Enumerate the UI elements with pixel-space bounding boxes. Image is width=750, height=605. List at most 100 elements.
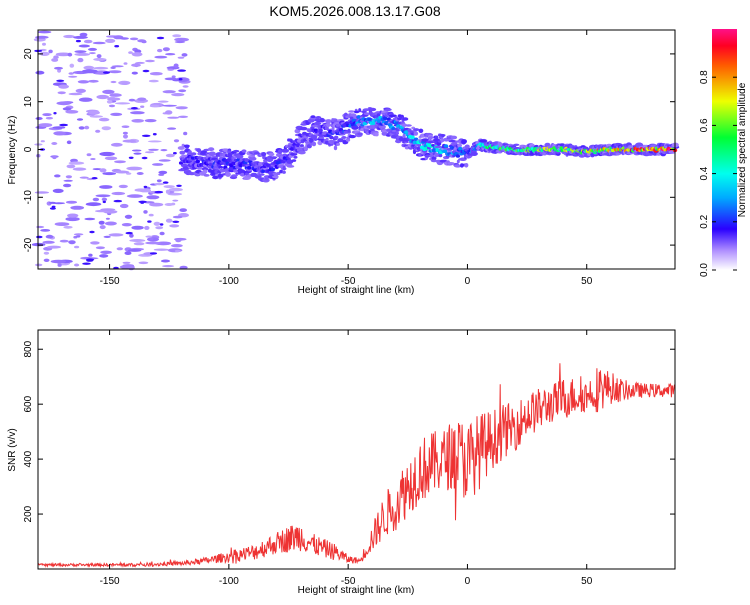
spectrogram-cell xyxy=(131,119,144,123)
spectrogram-cell xyxy=(148,213,154,217)
spectrogram-cell xyxy=(442,149,447,153)
spectrogram-cell xyxy=(171,202,176,206)
spectrogram-cell xyxy=(162,90,176,94)
spectrogram-cell xyxy=(286,165,295,168)
spectrogram-cell xyxy=(76,118,84,121)
spectrogram-cell xyxy=(438,154,443,158)
spectrogram-cell xyxy=(76,235,81,238)
spectrogram-cell xyxy=(347,128,351,133)
spectrogram-cell xyxy=(149,236,154,241)
spectrogram-cell xyxy=(131,149,142,152)
spectrogram-cell xyxy=(95,129,101,133)
spectrogram-cell xyxy=(342,140,349,145)
spectrogram-cell xyxy=(43,258,50,262)
spectrogram-cell xyxy=(110,80,117,84)
spectrogram-cell xyxy=(281,148,290,153)
spectrogram-cell xyxy=(110,112,123,116)
snr-frame xyxy=(37,329,676,570)
spectrogram-cell xyxy=(162,47,170,52)
spectrogram-cell xyxy=(92,41,106,45)
spectrogram-cell xyxy=(326,121,331,124)
spectrogram-cell xyxy=(313,137,318,141)
spectrogram-cell xyxy=(77,57,84,63)
spectrogram-cell xyxy=(57,263,62,267)
spectrogram-cell xyxy=(635,142,644,148)
spectrogram-cell xyxy=(49,207,56,210)
spectrogram-cell xyxy=(461,139,467,144)
spectrogram-cell xyxy=(133,152,142,155)
spectrogram-cell xyxy=(464,144,470,149)
spectrogram-cell xyxy=(40,140,45,143)
spectrogram-cell xyxy=(122,131,128,135)
spectrogram-cell xyxy=(153,248,170,251)
spectrogram-cell xyxy=(183,131,188,136)
figure-title: KOM5.2026.008.13.17.G08 xyxy=(269,3,440,19)
spectrogram-cell xyxy=(99,185,113,189)
spectrogram-cell xyxy=(165,153,175,158)
spectrogram-cell xyxy=(456,159,460,164)
spectrogram-cell xyxy=(101,126,112,131)
spectrogram-cell xyxy=(341,136,347,139)
spectrogram-cell xyxy=(65,200,78,204)
spectrogram-cell xyxy=(131,225,144,230)
x-tick-label: -150 xyxy=(100,276,120,287)
spectrogram-cell xyxy=(45,116,54,120)
spectrogram-cell xyxy=(51,58,59,62)
spectrogram-cell xyxy=(98,220,105,225)
spectrogram-cell xyxy=(86,153,92,157)
spectrogram-cell xyxy=(113,199,123,203)
spectrogram-cell xyxy=(145,59,155,63)
spectrogram-cell xyxy=(156,36,165,40)
spectrogram-cell xyxy=(84,125,90,130)
spectrogram-cell xyxy=(442,137,450,142)
spectrogram-cell xyxy=(615,152,621,156)
spectrogram-cell xyxy=(200,150,208,155)
spectrogram-cell xyxy=(165,110,173,115)
spectrogram-cell xyxy=(175,239,182,243)
spectrogram-cell xyxy=(233,149,240,153)
spectrogram-cell xyxy=(167,248,183,253)
spectrogram-cell xyxy=(45,234,54,239)
spectrogram-cell xyxy=(148,148,159,151)
spectrogram-cell xyxy=(111,191,126,196)
spectrogram-cell xyxy=(162,181,169,184)
spectrogram-cell xyxy=(169,224,180,228)
spectrogram-cell xyxy=(143,210,148,214)
x-tick-label: -150 xyxy=(100,576,120,587)
spectrogram-cell xyxy=(141,134,151,137)
spectrogram-cell xyxy=(92,197,100,202)
spectrogram-cell xyxy=(293,155,298,159)
snr-y-label: SNR (v/v) xyxy=(7,428,18,471)
spectrogram-cell xyxy=(43,251,50,255)
spectrogram-cell xyxy=(38,123,53,128)
spectrogram-cell xyxy=(144,119,157,123)
spectrogram-cell xyxy=(319,117,325,123)
spectrogram-cell xyxy=(146,195,160,200)
snr-series xyxy=(37,363,676,569)
spectrogram-cell xyxy=(443,144,449,148)
spectrogram-cell xyxy=(70,205,85,210)
spectrogram-cell xyxy=(154,55,168,59)
spectrogram-cell xyxy=(357,132,363,136)
y-tick-label: 10 xyxy=(23,96,34,108)
spectrogram-cell xyxy=(173,139,180,143)
spectrogram-cell xyxy=(128,98,136,102)
spectrogram-cell xyxy=(121,82,129,85)
spectrogram-cell xyxy=(135,61,146,64)
spectrogram-cell xyxy=(333,145,338,151)
spectrogram-cell xyxy=(402,133,406,139)
spectrogram-cell xyxy=(165,53,176,56)
spectrogram-cell xyxy=(447,162,455,165)
spectrogram-cell xyxy=(405,124,412,127)
spectrogram-cell xyxy=(227,152,233,157)
y-tick-label: 400 xyxy=(23,450,34,467)
spectrogram-cell xyxy=(81,69,98,74)
colorbar-tick-label: 0.8 xyxy=(699,70,710,84)
spectrogram-cell xyxy=(114,160,126,164)
spectrogram-cell xyxy=(431,148,437,153)
spectrogram-cell xyxy=(182,85,189,88)
spectrogram-cell xyxy=(69,63,75,68)
spectrogram-cell xyxy=(149,104,160,108)
spectrogram-cell xyxy=(334,135,339,140)
